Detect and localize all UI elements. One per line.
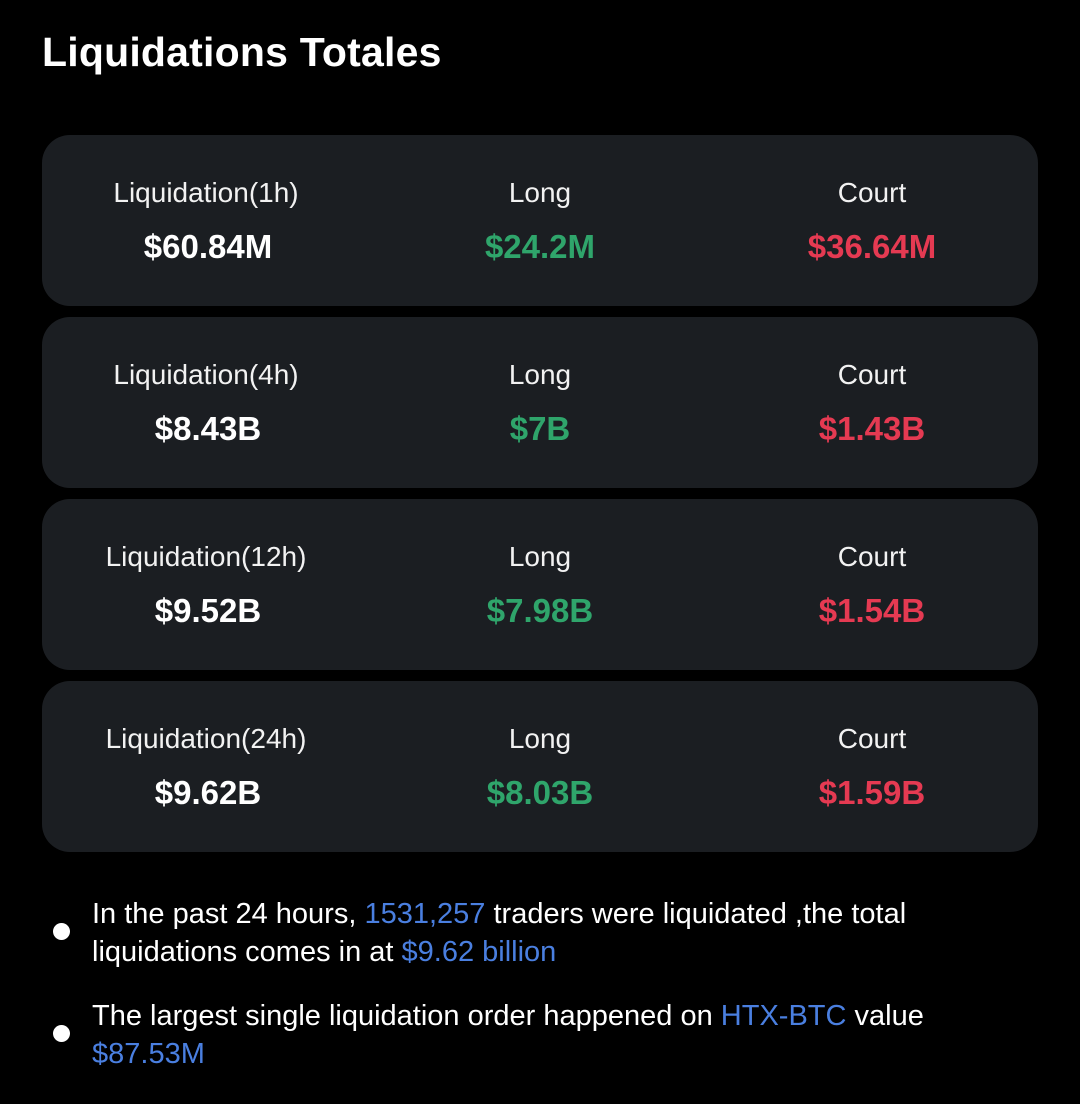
- bullet-icon: [53, 1025, 70, 1042]
- total-value: $9.52B: [154, 592, 262, 629]
- long-value: $7B: [509, 410, 571, 447]
- long-label: Long: [508, 541, 572, 572]
- total-value: $60.84M: [143, 228, 273, 265]
- short-column: Court $36.64M: [706, 135, 1038, 306]
- short-label: Court: [837, 541, 907, 572]
- long-column: Long $24.2M: [374, 135, 706, 306]
- short-value: $1.59B: [818, 774, 926, 811]
- period-label: Liquidation(4h): [113, 359, 299, 390]
- short-label: Court: [837, 723, 907, 754]
- total-value: $9.62B: [154, 774, 262, 811]
- liquidation-card-24h: Liquidation(24h) $9.62B Long $8.03B Cour…: [42, 681, 1038, 852]
- short-value: $36.64M: [807, 228, 937, 265]
- period-label: Liquidation(1h): [113, 177, 299, 208]
- total-liquidation-amount: $9.62 billion: [401, 936, 557, 968]
- short-value: $1.54B: [818, 592, 926, 629]
- long-value: $24.2M: [484, 228, 596, 265]
- liquidation-card-1h: Liquidation(1h) $60.84M Long $24.2M Cour…: [42, 135, 1038, 306]
- long-label: Long: [508, 723, 572, 754]
- short-label: Court: [837, 359, 907, 390]
- long-label: Long: [508, 177, 572, 208]
- page-title: Liquidations Totales: [42, 29, 442, 75]
- long-value: $8.03B: [486, 774, 594, 811]
- long-column: Long $7.98B: [374, 499, 706, 670]
- total-column: Liquidation(1h) $60.84M: [42, 135, 374, 306]
- short-column: Court $1.59B: [706, 681, 1038, 852]
- traders-count: 1531,257: [364, 898, 486, 930]
- period-label: Liquidation(12h): [105, 541, 307, 572]
- short-value: $1.43B: [818, 410, 926, 447]
- liquidation-card-12h: Liquidation(12h) $9.52B Long $7.98B Cour…: [42, 499, 1038, 670]
- note-text: The largest single liquidation order hap…: [92, 1000, 721, 1032]
- total-column: Liquidation(4h) $8.43B: [42, 317, 374, 488]
- long-label: Long: [508, 359, 572, 390]
- largest-order-value: $87.53M: [92, 1038, 205, 1070]
- total-column: Liquidation(12h) $9.52B: [42, 499, 374, 670]
- note-text: traders were liquidated ,the total liqui…: [92, 898, 907, 968]
- long-column: Long $7B: [374, 317, 706, 488]
- note-text: value: [846, 1000, 924, 1032]
- liquidation-cards: Liquidation(1h) $60.84M Long $24.2M Cour…: [42, 135, 1038, 863]
- total-value: $8.43B: [154, 410, 262, 447]
- liquidation-card-4h: Liquidation(4h) $8.43B Long $7B Court $1…: [42, 317, 1038, 488]
- short-label: Court: [837, 177, 907, 208]
- summary-note-largest-order: The largest single liquidation order hap…: [42, 997, 1038, 1073]
- summary-notes: In the past 24 hours, 1531,257 traders w…: [42, 895, 1038, 1099]
- short-column: Court $1.54B: [706, 499, 1038, 670]
- short-column: Court $1.43B: [706, 317, 1038, 488]
- total-column: Liquidation(24h) $9.62B: [42, 681, 374, 852]
- period-label: Liquidation(24h): [105, 723, 307, 754]
- long-value: $7.98B: [486, 592, 594, 629]
- trading-pair-link: HTX-BTC: [720, 1000, 847, 1032]
- note-text: In the past 24 hours,: [92, 898, 365, 930]
- long-column: Long $8.03B: [374, 681, 706, 852]
- bullet-icon: [53, 923, 70, 940]
- summary-note-traders: In the past 24 hours, 1531,257 traders w…: [42, 895, 1038, 971]
